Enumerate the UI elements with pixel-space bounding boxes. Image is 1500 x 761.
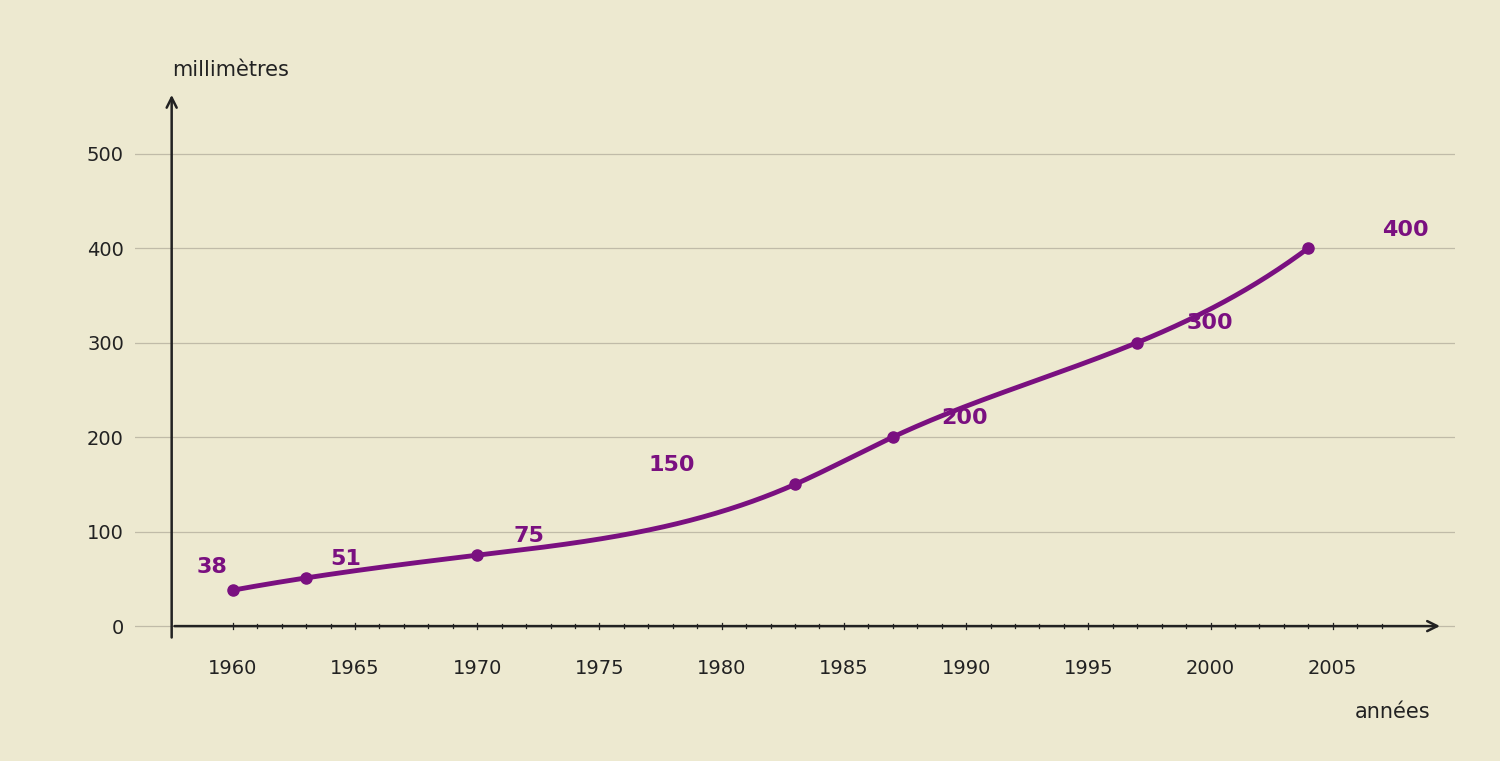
Text: années: années: [1354, 702, 1431, 721]
Text: 75: 75: [514, 526, 544, 546]
Text: 200: 200: [942, 408, 988, 428]
Text: 38: 38: [196, 557, 226, 577]
Text: 150: 150: [648, 455, 694, 475]
Text: 400: 400: [1382, 220, 1428, 240]
Text: 300: 300: [1186, 314, 1233, 333]
Text: 51: 51: [330, 549, 362, 568]
Text: millimètres: millimètres: [171, 60, 288, 80]
